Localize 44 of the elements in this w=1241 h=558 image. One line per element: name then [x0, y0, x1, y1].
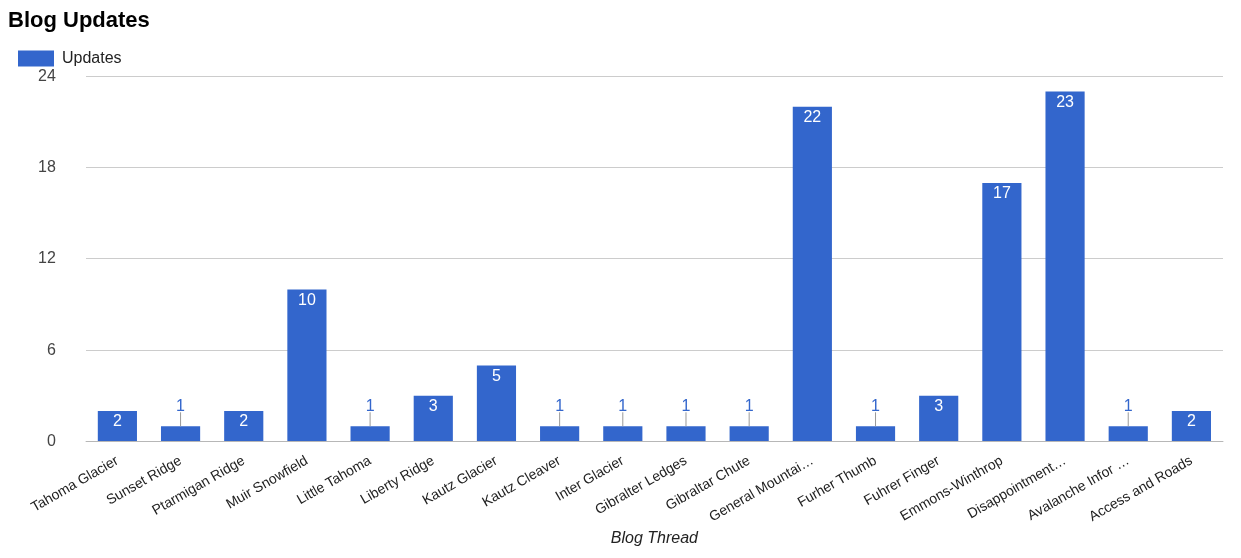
bar — [97, 411, 137, 441]
data-label: 1 — [176, 396, 186, 414]
data-label: 1 — [871, 396, 881, 414]
data-label: 3 — [428, 397, 438, 415]
y-tick-label: 12 — [38, 249, 56, 267]
data-label: 1 — [555, 396, 565, 414]
bar — [350, 426, 390, 441]
legend-label: Updates — [62, 48, 122, 66]
bar — [603, 426, 643, 441]
data-label: 1 — [681, 396, 691, 414]
bar — [160, 426, 201, 441]
data-label: 22 — [803, 108, 822, 126]
data-label: 2 — [1186, 412, 1196, 430]
data-label: 2 — [239, 412, 249, 430]
bar — [919, 395, 959, 441]
data-label: 10 — [298, 290, 316, 308]
y-tick-label: 18 — [38, 158, 56, 176]
chart-title: Blog Updates — [8, 7, 150, 33]
bar — [287, 289, 327, 441]
bar — [855, 426, 896, 441]
bar — [1045, 91, 1085, 441]
data-label: 1 — [365, 396, 375, 414]
data-label: 1 — [618, 396, 628, 414]
bar — [540, 426, 580, 441]
bar — [792, 106, 832, 441]
bar — [666, 426, 706, 441]
y-tick-label: 24 — [38, 66, 56, 84]
data-label: 17 — [992, 184, 1011, 202]
bar — [224, 411, 264, 441]
data-label: 1 — [744, 396, 754, 414]
bar — [413, 395, 453, 441]
bar — [729, 426, 769, 441]
bar — [476, 365, 517, 441]
bar — [1108, 426, 1148, 441]
bar — [1171, 411, 1211, 441]
y-tick-label: 0 — [46, 431, 56, 449]
y-tick-label: 6 — [46, 340, 56, 358]
bar — [982, 182, 1022, 441]
data-label: 1 — [1123, 396, 1133, 414]
data-label: 2 — [112, 412, 122, 430]
x-axis-title: Blog Thread — [610, 528, 700, 546]
data-label: 5 — [492, 366, 501, 384]
data-label: 23 — [1056, 93, 1075, 111]
data-label: 3 — [934, 397, 944, 415]
